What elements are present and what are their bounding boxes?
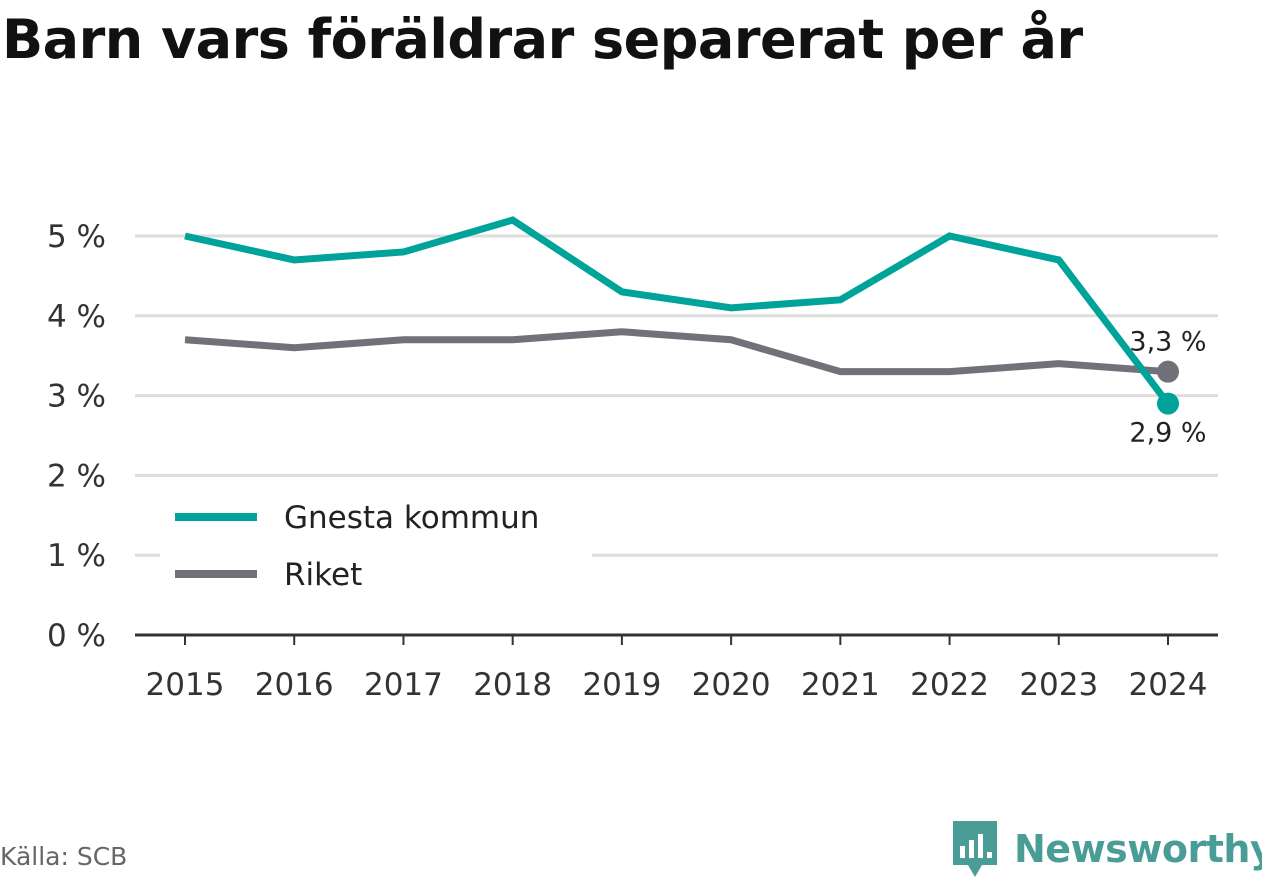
x-tick-label: 2017 <box>364 667 443 703</box>
chart-title: Barn vars föräldrar separerat per år <box>2 8 1083 71</box>
x-tick-label: 2023 <box>1019 667 1098 703</box>
newsworthy-logo-icon <box>953 821 997 877</box>
end-value-label: 2,9 % <box>1129 418 1206 449</box>
source-note: Källa: SCB <box>0 842 128 871</box>
y-tick-label: 3 % <box>47 379 106 415</box>
series-line <box>184 216 1171 406</box>
x-tick-label: 2015 <box>146 667 225 703</box>
x-tick-label: 2022 <box>910 667 989 703</box>
end-marker <box>1157 392 1179 415</box>
y-tick-label: 1 % <box>47 538 106 574</box>
y-tick-label: 5 % <box>47 219 106 255</box>
brand: Newsworthy <box>950 818 1262 880</box>
x-tick-label: 2019 <box>582 667 661 703</box>
y-tick-label: 2 % <box>47 458 106 494</box>
x-tick-label: 2020 <box>692 667 771 703</box>
x-tick-label: 2018 <box>473 667 552 703</box>
series-line <box>184 328 1169 376</box>
x-tick-label: 2024 <box>1129 667 1208 703</box>
series-lines <box>184 216 1171 406</box>
legend: Gnesta kommun Riket <box>160 495 592 593</box>
y-tick-label: 4 % <box>47 299 106 335</box>
legend-label: Gnesta kommun <box>284 500 539 536</box>
end-marker <box>1157 360 1179 383</box>
brand-name: Newsworthy <box>1014 827 1262 871</box>
x-tick-label: 2021 <box>801 667 880 703</box>
x-tick-label: 2016 <box>255 667 334 703</box>
y-axis-ticks: 0 % 1 % 2 % 3 % 4 % 5 % <box>47 219 106 654</box>
legend-label: Riket <box>284 557 362 593</box>
end-value-label: 3,3 % <box>1129 327 1206 358</box>
y-tick-label: 0 % <box>47 618 106 654</box>
x-axis-ticks: 2015 2016 2017 2018 2019 2020 2021 2022 2023 2024 <box>146 635 1208 703</box>
end-labels: 2,9 % 3,3 % <box>1129 327 1206 449</box>
